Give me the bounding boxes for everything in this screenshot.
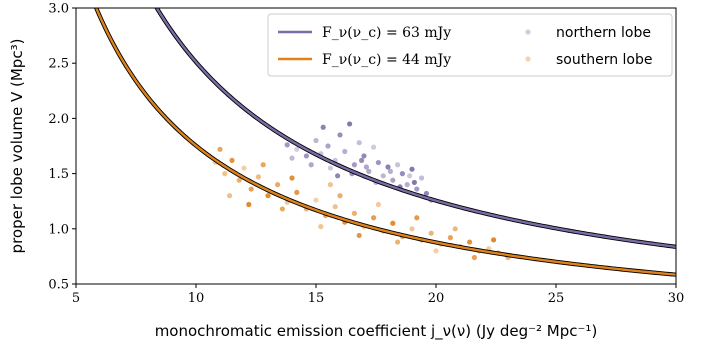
scatter-point: [303, 153, 309, 159]
scatter-point: [248, 186, 254, 192]
scatter-point: [289, 155, 295, 161]
x-axis-label: monochromatic emission coefficient j_ν(ν…: [155, 322, 598, 341]
scatter-point: [404, 182, 410, 188]
scatter-point: [411, 179, 417, 186]
scatter-point: [308, 162, 314, 168]
scatter-point: [227, 193, 233, 199]
scatter-point: [491, 237, 497, 243]
scatter-point: [395, 162, 401, 168]
y-tick-label: 2.0: [48, 112, 69, 127]
y-tick-label: 0.5: [48, 278, 69, 293]
plot-frame: [75, 7, 677, 285]
legend-scatter-label: southern lobe: [556, 52, 653, 68]
scatter-point: [423, 190, 429, 197]
scatter-point: [332, 204, 338, 210]
scatter-point: [327, 165, 333, 171]
scatter-point: [229, 157, 235, 163]
scatter-point: [279, 206, 285, 212]
scatter-point: [327, 182, 333, 188]
scatter-point: [351, 210, 357, 216]
scatter-point: [318, 223, 324, 230]
x-tick-label: 5: [72, 291, 80, 306]
scatter-point: [359, 157, 365, 163]
legend: F_ν(ν_c) = 63 mJy F_ν(ν_c) = 44 mJy northe…: [267, 13, 673, 77]
y-axis: 0.5 1.0 1.5 2.0 2.5 3.0: [48, 2, 76, 293]
y-tick-label: 2.5: [48, 57, 69, 72]
curve-line: [94, 8, 676, 276]
scatter-point: [246, 201, 252, 208]
x-tick-label: 10: [188, 291, 205, 306]
scatter-point: [428, 230, 434, 236]
scatter-point: [294, 146, 300, 152]
scatter-point: [335, 173, 341, 179]
scatter-point: [361, 153, 367, 159]
scatter-point: [320, 124, 326, 130]
scatter-point: [275, 182, 281, 188]
scatter-point: [471, 254, 477, 261]
legend-dot-swatch: [525, 56, 531, 62]
y-tick-label: 1.5: [48, 167, 69, 182]
y-axis-label: proper lobe volume V (Mpc³): [8, 39, 26, 254]
scatter-point: [366, 168, 372, 174]
scatter-point: [217, 146, 223, 152]
legend-curve-label: F_ν(ν_c) = 44 mJy: [322, 52, 451, 68]
curve-line: [155, 8, 676, 249]
x-tick-label: 15: [308, 291, 325, 306]
scatter-point: [265, 193, 271, 199]
scatter-point: [351, 162, 357, 168]
scatter-point: [347, 121, 353, 127]
scatter-point: [313, 197, 319, 203]
scatter-point: [380, 173, 386, 179]
scatter-point: [356, 140, 362, 146]
scatter-point: [433, 248, 439, 254]
curve-layer: [93, 8, 676, 277]
scatter-point: [236, 177, 242, 183]
scatter-point: [371, 215, 377, 221]
scatter-point: [467, 239, 473, 245]
y-tick-label: 1.0: [48, 222, 69, 237]
legend-box: [267, 13, 673, 77]
legend-curve-label: F_ν(ν_c) = 63 mJy: [322, 25, 451, 41]
scatter-point: [371, 144, 377, 150]
scatter-point: [342, 148, 348, 155]
x-tick-label: 25: [548, 291, 565, 306]
scatter-point: [337, 193, 343, 199]
legend-scatter-label: northern lobe: [556, 25, 651, 41]
scatter-point: [452, 226, 458, 232]
y-tick-label: 3.0: [48, 2, 69, 17]
scatter-point: [356, 232, 362, 239]
scatter-point: [414, 186, 420, 192]
x-tick-label: 20: [428, 291, 445, 306]
scatter-point: [337, 132, 343, 138]
scatter-point: [375, 159, 381, 166]
scatter-point: [390, 177, 396, 183]
scatter-point: [255, 174, 261, 180]
scatter-point: [395, 239, 401, 245]
x-axis: 5 10 15 20 25 30: [72, 284, 684, 306]
scatter-point: [289, 175, 295, 181]
scatter-point: [260, 162, 266, 168]
scatter-point: [385, 164, 391, 170]
scatter-point: [222, 171, 228, 177]
scatter-point: [414, 215, 420, 221]
scatter-point: [313, 137, 319, 144]
scatter-point: [407, 173, 413, 179]
scatter-point: [399, 171, 405, 177]
x-tick-label: 30: [668, 291, 685, 306]
scatter-point: [363, 164, 369, 170]
scatter-point: [447, 235, 453, 241]
scatter-point: [294, 189, 300, 195]
scatter-point: [409, 166, 415, 172]
scatter-point: [387, 168, 393, 174]
scatter-point: [419, 175, 425, 181]
scatter-point: [390, 220, 396, 226]
scatter-layer: [212, 121, 511, 261]
scatter-point: [409, 226, 415, 232]
legend-dot-swatch: [525, 29, 531, 35]
scatter-point: [325, 143, 331, 149]
scatter-point: [375, 201, 381, 208]
scatter-point: [241, 165, 247, 171]
scatter-point: [284, 142, 290, 148]
